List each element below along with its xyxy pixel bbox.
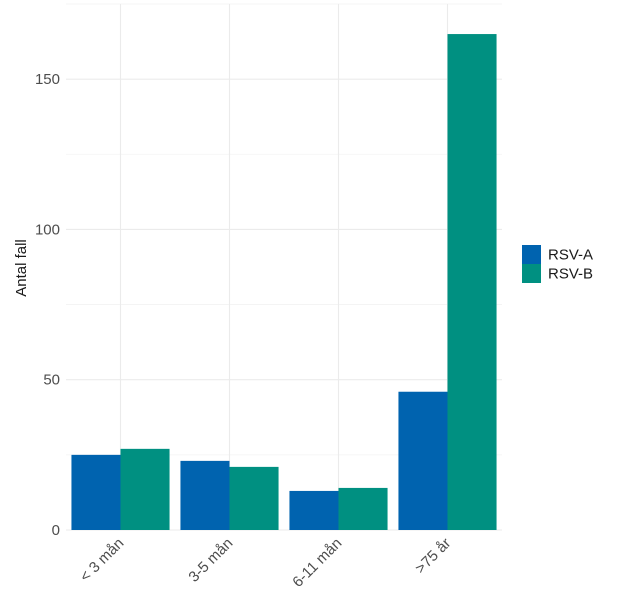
legend-label-rsv-b: RSV-B (548, 266, 593, 283)
bar-rsv-b-2 (338, 487, 388, 530)
y-axis-ticks: 0 50 100 150 (35, 71, 60, 539)
x-tick-label: < 3 mån (77, 535, 128, 586)
legend-key-rsv-a (522, 245, 541, 264)
bar-rsv-a-3 (398, 391, 448, 530)
bar-rsv-a-1 (180, 460, 230, 530)
bar-rsv-a-0 (71, 454, 121, 530)
bar-rsv-b-1 (229, 466, 279, 530)
x-tick-label: 6-11 mån (289, 535, 345, 591)
x-tick-label: 3-5 mån (185, 535, 236, 586)
legend-label-rsv-a: RSV-A (548, 247, 593, 264)
y-tick-label: 50 (43, 372, 60, 389)
legend-key-rsv-b (522, 264, 541, 283)
y-axis-title: Antal fall (13, 239, 30, 297)
bar-rsv-b-3 (447, 34, 497, 531)
y-tick-label: 150 (35, 71, 60, 88)
x-axis-ticks: < 3 mån 3-5 mån 6-11 mån >75 år (77, 535, 455, 591)
legend: RSV-A RSV-B (522, 245, 593, 283)
x-tick-label: >75 år (412, 535, 454, 577)
y-tick-label: 0 (52, 522, 60, 539)
bars (71, 34, 497, 531)
bar-rsv-b-0 (120, 448, 170, 530)
bar-rsv-a-2 (289, 490, 339, 530)
y-tick-label: 100 (35, 221, 60, 238)
